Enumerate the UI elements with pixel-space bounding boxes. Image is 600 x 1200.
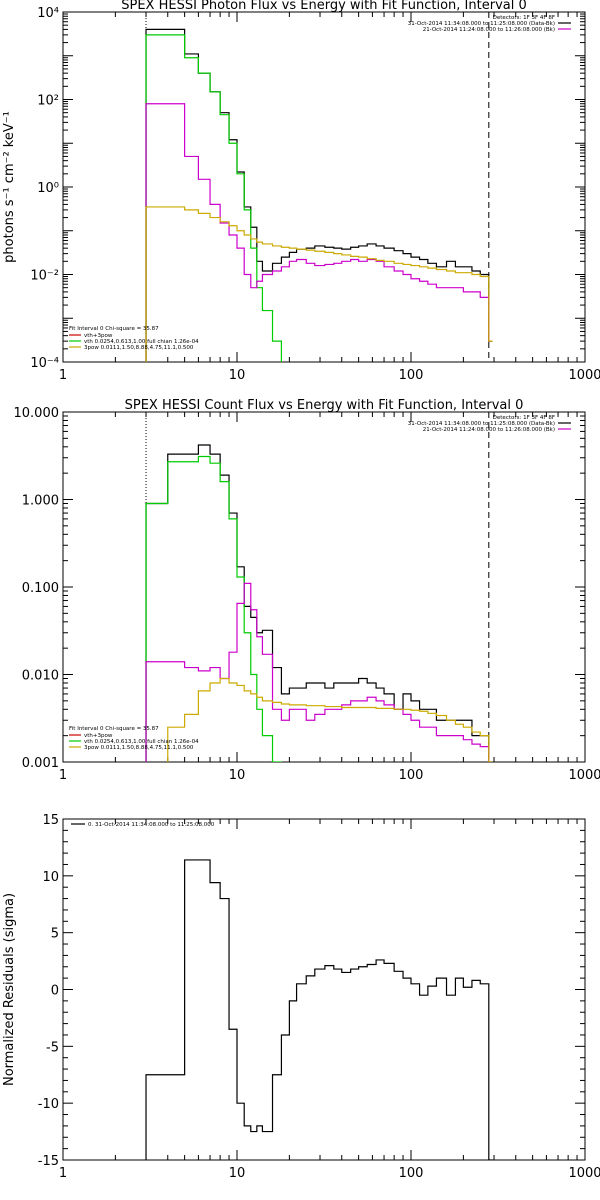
legend-entry: 0. 31-Oct-2014 11:34:08.000 to 11:25:08.… bbox=[88, 822, 215, 828]
y-tick-label: 0.100 bbox=[22, 581, 59, 596]
data-series-line bbox=[145, 28, 493, 362]
plot-frame bbox=[62, 818, 586, 1161]
y-tick-label: 1.000 bbox=[22, 494, 59, 509]
fit-legend-title: Fit Interval 0 Chi-square = 35.87 bbox=[69, 726, 159, 732]
fit-legend-entry: vth 0.0254,0.613,1.00 full chian 1.26e-0… bbox=[84, 339, 199, 345]
x-tick-label: 10 bbox=[229, 368, 246, 383]
y-tick-label: 10² bbox=[37, 94, 59, 109]
legend-entry: 21-Oct-2014 11:24:08.000 to 11:26:08.000… bbox=[423, 427, 555, 433]
y-tick-label: 10⁰ bbox=[37, 181, 59, 196]
x-tick-label: 1 bbox=[59, 768, 67, 783]
y-axis-ticks bbox=[63, 415, 585, 763]
legend-entry: Detectors: 1F 3F 4F 8F bbox=[493, 15, 555, 21]
x-tick-label: 10 bbox=[229, 1166, 246, 1181]
y-tick-label: 10.000 bbox=[14, 406, 60, 421]
x-axis-ticks bbox=[62, 412, 578, 762]
y-tick-label: 10⁴ bbox=[37, 6, 59, 21]
y-axis-ticks bbox=[63, 818, 585, 1161]
x-tick-label: 1 bbox=[59, 1166, 67, 1181]
series-group bbox=[145, 28, 493, 362]
y-tick-label: -10 bbox=[38, 1097, 59, 1112]
data-series-line bbox=[145, 677, 493, 762]
y-tick-label: 10⁻² bbox=[30, 269, 59, 284]
x-tick-label: 1 bbox=[59, 368, 67, 383]
x-tick-label: 100 bbox=[399, 368, 424, 383]
data-series-line bbox=[145, 34, 283, 362]
data-series-line bbox=[145, 444, 493, 762]
chart-panel-0: SPEX HESSI Photon Flux vs Energy with Fi… bbox=[2, 0, 600, 383]
series-group bbox=[145, 859, 493, 1160]
y-axis-ticks bbox=[63, 13, 585, 363]
fit-legend-title: Fit Interval 0 Chi-square = 35.87 bbox=[69, 326, 159, 332]
fit-legend-entry: vth+3pow bbox=[84, 733, 113, 739]
fit-legend-entry: 3pow 0.0111,1.50,8.88,4.75,11.1,0.500 bbox=[84, 345, 194, 351]
series-group bbox=[145, 444, 493, 762]
legend-entry: Detectors: 1F 3F 4F 8F bbox=[493, 415, 555, 421]
chart-panel-2: 1 10 100 1000 -15 -10 -5 0 5 10 15 Normalized Resid… bbox=[2, 813, 600, 1181]
fit-legend-entry: vth 0.0254,0.613,1.00 full chian 1.26e-0… bbox=[84, 739, 199, 745]
legend-entry: 31-Oct-2014 11:34:08.000 to 11:25:08.000… bbox=[408, 421, 555, 427]
y-axis-label: photons s⁻¹ cm⁻² keV⁻¹ bbox=[2, 111, 17, 263]
x-axis-ticks bbox=[62, 12, 578, 362]
x-tick-label: 100 bbox=[399, 1166, 424, 1181]
data-series-line bbox=[145, 103, 493, 362]
data-series-line bbox=[145, 455, 283, 762]
data-series-line bbox=[145, 582, 493, 762]
x-tick-label: 10 bbox=[229, 768, 246, 783]
y-tick-label: 0.001 bbox=[22, 756, 59, 771]
x-axis-ticks bbox=[62, 819, 578, 1160]
y-tick-label: -15 bbox=[38, 1154, 59, 1169]
data-series-line bbox=[145, 206, 493, 362]
legend-entry: 31-Oct-2014 11:34:08.000 to 11:25:08.000… bbox=[408, 21, 555, 27]
x-tick-label: 1000 bbox=[568, 768, 600, 783]
y-axis-label: Normalized Residuals (sigma) bbox=[2, 893, 17, 1086]
data-series-line bbox=[145, 859, 493, 1160]
y-tick-label: 10 bbox=[42, 870, 59, 885]
y-tick-label: 0.010 bbox=[22, 669, 59, 684]
y-tick-label: 0 bbox=[51, 984, 59, 999]
fit-legend-entry: 3pow 0.0111,1.50,8.88,4.75,11.1,0.500 bbox=[84, 745, 194, 751]
y-tick-label: -5 bbox=[46, 1040, 59, 1055]
chart-panel-1: SPEX HESSI Count Flux vs Energy with Fit… bbox=[14, 398, 600, 783]
y-tick-label: 5 bbox=[51, 927, 59, 942]
chart-title: SPEX HESSI Photon Flux vs Energy with Fi… bbox=[121, 0, 527, 13]
chart-title: SPEX HESSI Count Flux vs Energy with Fit… bbox=[125, 398, 524, 413]
plot-frame bbox=[62, 11, 586, 363]
x-tick-label: 100 bbox=[399, 768, 424, 783]
x-tick-label: 1000 bbox=[568, 1166, 600, 1181]
x-tick-label: 1000 bbox=[568, 368, 600, 383]
y-tick-label: 10⁻⁴ bbox=[30, 356, 59, 371]
fit-legend-entry: vth+3pow bbox=[84, 333, 113, 339]
y-tick-label: 15 bbox=[42, 813, 59, 828]
plot-frame bbox=[62, 411, 586, 763]
legend-entry: 21-Oct-2014 11:24:08.000 to 11:26:08.000… bbox=[423, 27, 555, 33]
